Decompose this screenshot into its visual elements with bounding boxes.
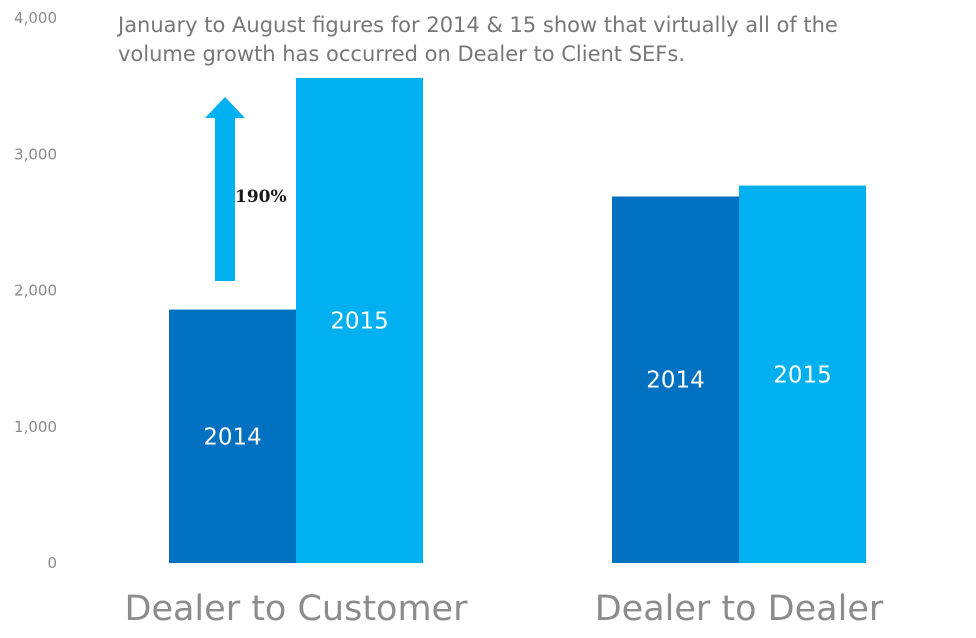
- annotation: January to August figures for 2014 & 15 …: [116, 13, 838, 66]
- x-category-label: Dealer to Customer: [125, 589, 469, 629]
- growth-indicator: 190%: [205, 97, 287, 281]
- y-axis: 0 1,000 2,000 3,000 4,000: [14, 9, 57, 572]
- y-tick-label: 0: [47, 554, 57, 572]
- y-tick-label: 1,000: [14, 418, 57, 436]
- y-tick-label: 3,000: [14, 145, 57, 163]
- bar-series-label: 2015: [330, 308, 389, 334]
- annotation-line-2: volume growth has occurred on Dealer to …: [118, 42, 685, 66]
- bar-labels: 2014 2015 2014 2015: [203, 308, 832, 450]
- bars: [169, 77, 866, 564]
- annotation-line-1: January to August figures for 2014 & 15 …: [116, 13, 838, 37]
- x-category-label: Dealer to Dealer: [595, 589, 884, 629]
- y-tick-label: 4,000: [14, 9, 57, 27]
- growth-arrow-icon: [205, 97, 245, 281]
- bar-series-label: 2014: [203, 424, 262, 450]
- y-tick-label: 2,000: [14, 282, 57, 300]
- bar-series-label: 2015: [773, 362, 832, 388]
- bar-series-label: 2014: [646, 368, 705, 394]
- bar: [612, 196, 739, 564]
- x-axis: Dealer to Customer Dealer to Dealer: [125, 589, 884, 629]
- bar: [296, 77, 423, 563]
- bar: [739, 185, 866, 563]
- growth-percentage: 190%: [235, 187, 287, 207]
- bar: [169, 309, 296, 563]
